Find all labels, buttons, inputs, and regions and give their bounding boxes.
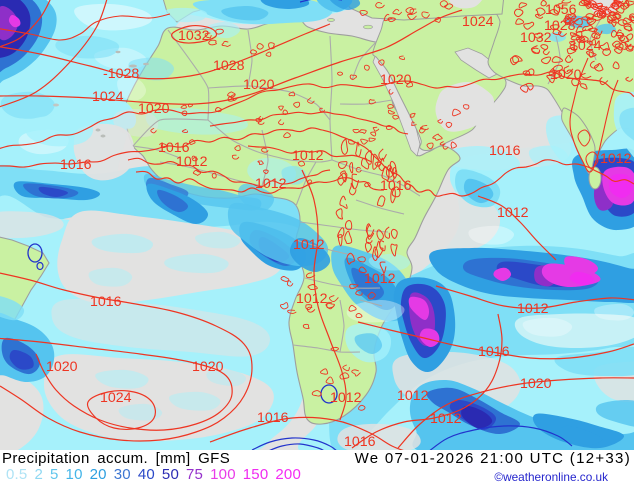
svg-text:1028: 1028	[213, 58, 245, 74]
svg-text:1024: 1024	[570, 38, 602, 54]
svg-text:1012: 1012	[330, 390, 362, 406]
svg-text:1024: 1024	[462, 14, 494, 30]
svg-text:1012: 1012	[255, 176, 287, 192]
svg-text:1020: 1020	[46, 359, 78, 375]
svg-text:1020: 1020	[380, 72, 412, 88]
svg-text:1012: 1012	[293, 237, 325, 253]
svg-text:-1028: -1028	[103, 66, 139, 82]
svg-text:1024: 1024	[92, 89, 124, 105]
svg-text:1028: 1028	[544, 18, 576, 34]
svg-text:1020: 1020	[192, 359, 224, 375]
svg-text:1016: 1016	[158, 140, 190, 156]
svg-text:1020: 1020	[138, 101, 170, 117]
svg-text:1012: 1012	[600, 151, 632, 167]
svg-text:1024: 1024	[100, 390, 132, 406]
svg-text:1012: 1012	[517, 301, 549, 317]
svg-text:1020: 1020	[550, 67, 582, 83]
svg-text:1016: 1016	[60, 157, 92, 173]
svg-text:1012: 1012	[430, 411, 462, 427]
svg-text:1032: 1032	[520, 30, 552, 46]
svg-text:1012: 1012	[292, 148, 324, 164]
svg-text:1012: 1012	[397, 388, 429, 404]
svg-text:1032: 1032	[178, 28, 210, 44]
svg-text:1016: 1016	[344, 434, 376, 450]
svg-text:1016: 1016	[257, 410, 289, 426]
svg-text:1016: 1016	[478, 344, 510, 360]
svg-text:1012: 1012	[176, 154, 208, 170]
svg-text:1016: 1016	[380, 178, 412, 194]
svg-text:1016: 1016	[489, 143, 521, 159]
svg-text:1012: 1012	[364, 271, 396, 287]
svg-text:1016: 1016	[90, 294, 122, 310]
svg-text:1012: 1012	[497, 205, 529, 221]
svg-text:1056: 1056	[545, 2, 577, 18]
svg-text:1020: 1020	[243, 77, 275, 93]
svg-text:1020: 1020	[520, 376, 552, 392]
svg-text:1012: 1012	[296, 291, 328, 307]
